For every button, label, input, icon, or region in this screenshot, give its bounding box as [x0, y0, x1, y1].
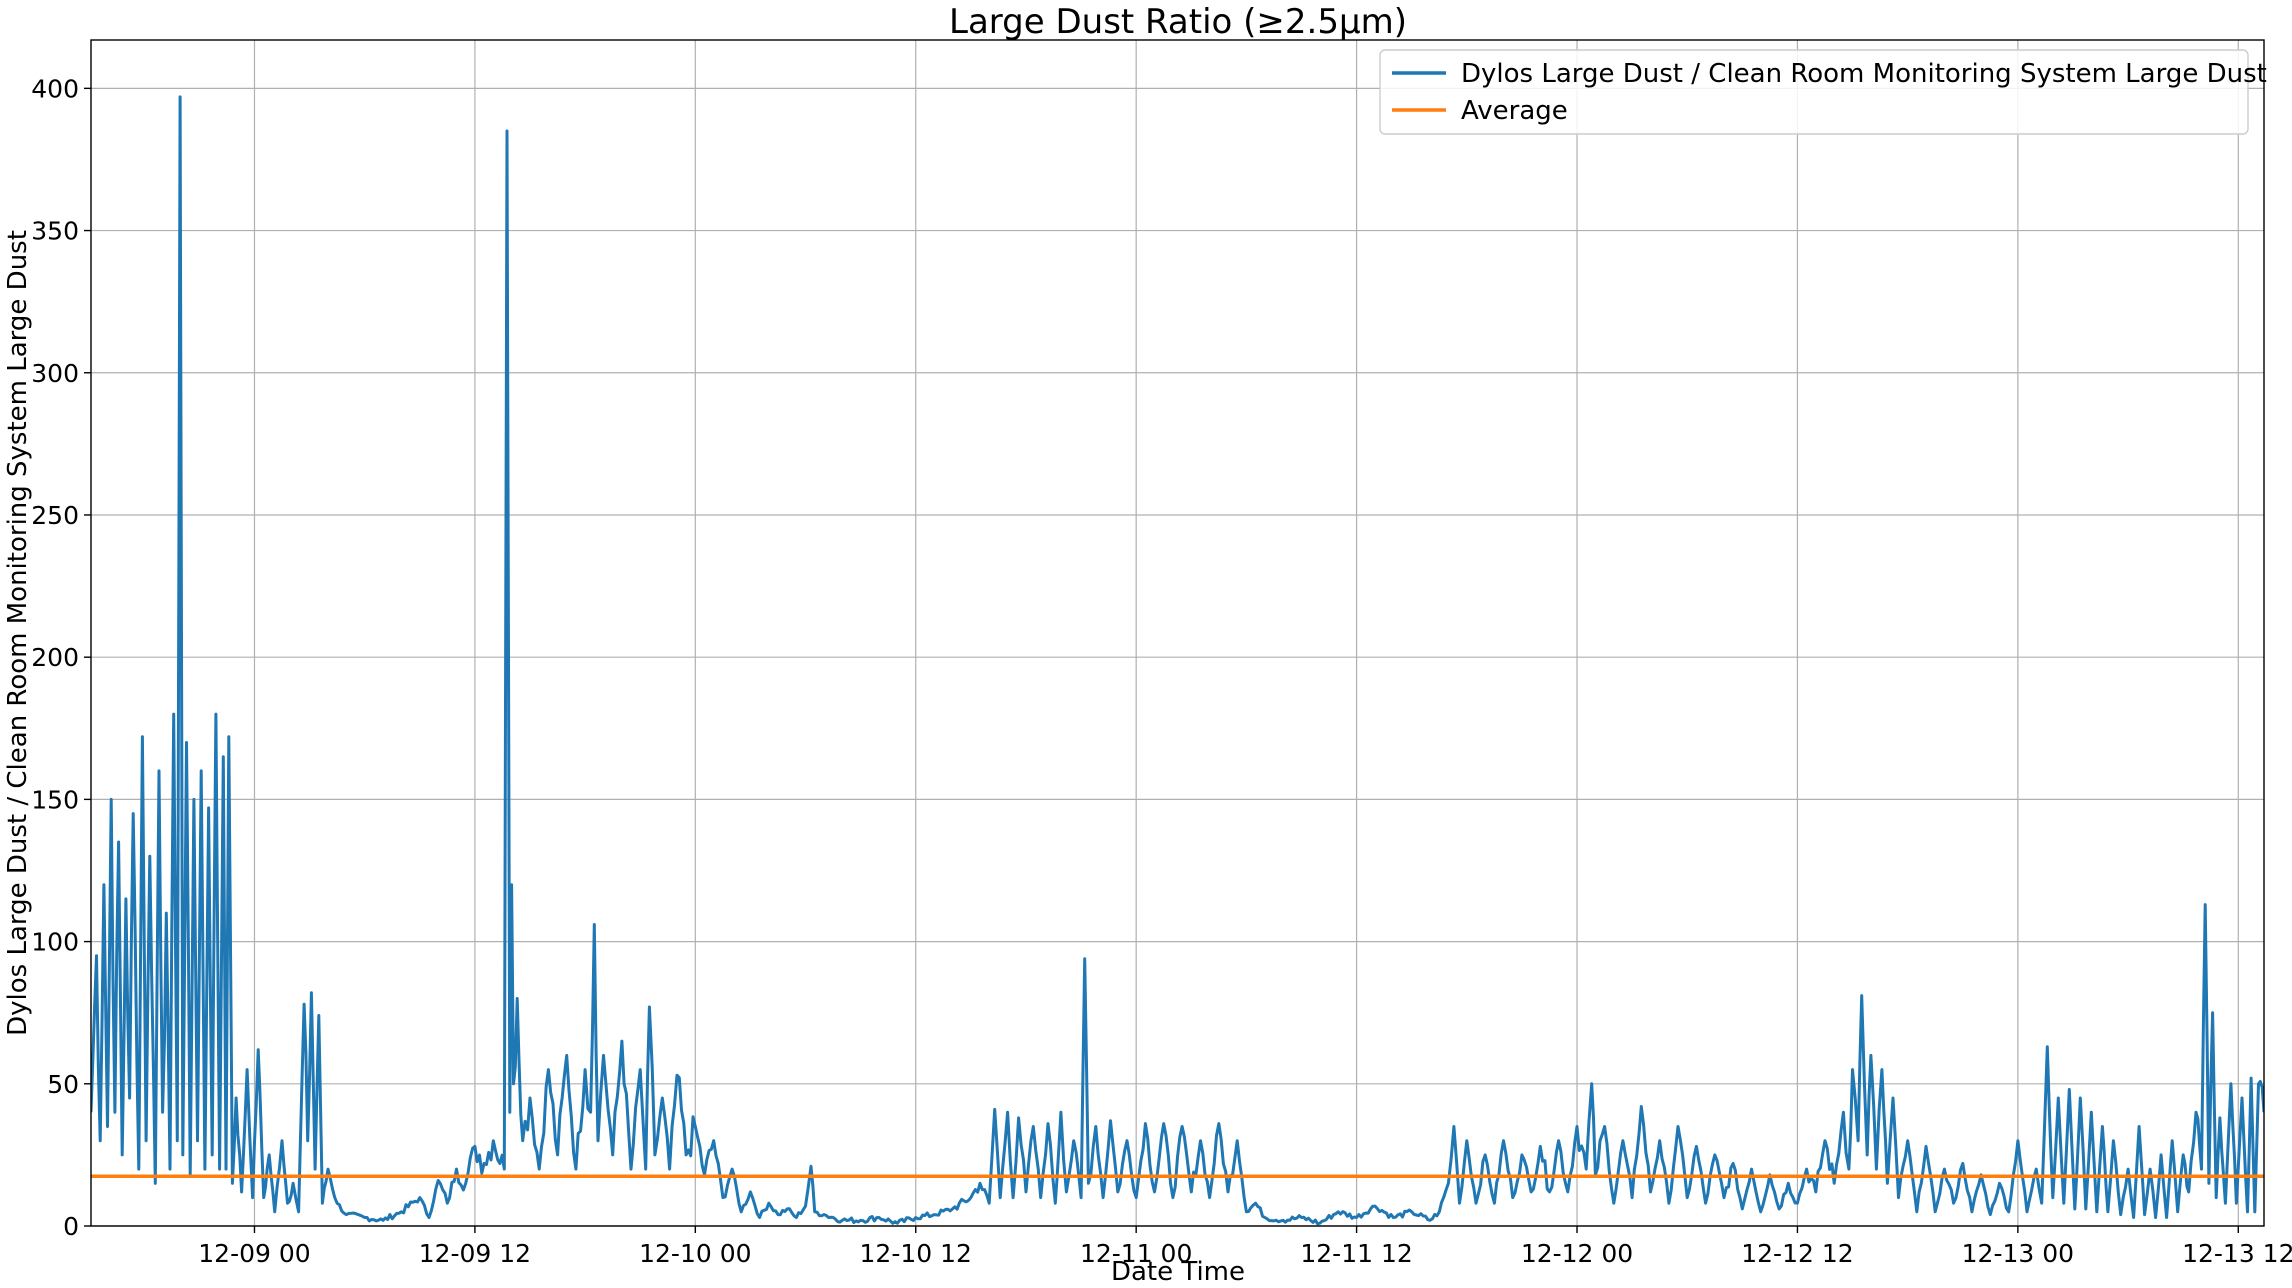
x-tick-label: 12-11 12 [1300, 1239, 1412, 1268]
x-tick-label: 12-09 12 [419, 1239, 531, 1268]
y-tick-label: 200 [31, 643, 79, 672]
series-line-ratio [91, 95, 2264, 1226]
y-tick-label: 300 [31, 359, 79, 388]
x-tick-label: 12-13 12 [2182, 1239, 2292, 1268]
x-tick-label: 12-12 00 [1521, 1239, 1633, 1268]
legend-label-ratio: Dylos Large Dust / Clean Room Monitoring… [1461, 59, 2267, 89]
legend: Dylos Large Dust / Clean Room Monitoring… [1379, 49, 2267, 135]
chart-title: Large Dust Ratio (≥2.5µm) [949, 2, 1407, 42]
y-tick-label: 250 [31, 501, 79, 530]
x-tick-label: 12-13 00 [1962, 1239, 2074, 1268]
y-axis: 0 50 100 150 200 250 300 350 400 [31, 74, 91, 1241]
y-tick-label: 350 [31, 217, 79, 246]
y-tick-label: 150 [31, 785, 79, 814]
grid-lines [91, 40, 2264, 1227]
x-axis: 12-09 00 12-09 12 12-10 00 12-10 12 12-11 00… [198, 1226, 2292, 1268]
plot-frame [90, 39, 2265, 1227]
legend-box [1379, 49, 2249, 135]
y-tick-label: 0 [63, 1212, 79, 1241]
legend-label-average: Average [1461, 96, 1568, 126]
y-tick-label: 100 [31, 928, 79, 957]
x-tick-label: 12-10 12 [860, 1239, 972, 1268]
y-axis-label: Dylos Large Dust / Clean Room Monitoring… [3, 230, 33, 1036]
y-tick-label: 400 [31, 74, 79, 103]
y-tick-label: 50 [47, 1070, 79, 1099]
x-tick-label: 12-12 12 [1741, 1239, 1853, 1268]
x-axis-label: Date Time [1111, 1257, 1245, 1287]
x-tick-label: 12-11 00 [1080, 1239, 1192, 1268]
plot-data-area [91, 95, 2264, 1226]
x-tick-label: 12-09 00 [198, 1239, 310, 1268]
x-tick-label: 12-10 00 [639, 1239, 751, 1268]
